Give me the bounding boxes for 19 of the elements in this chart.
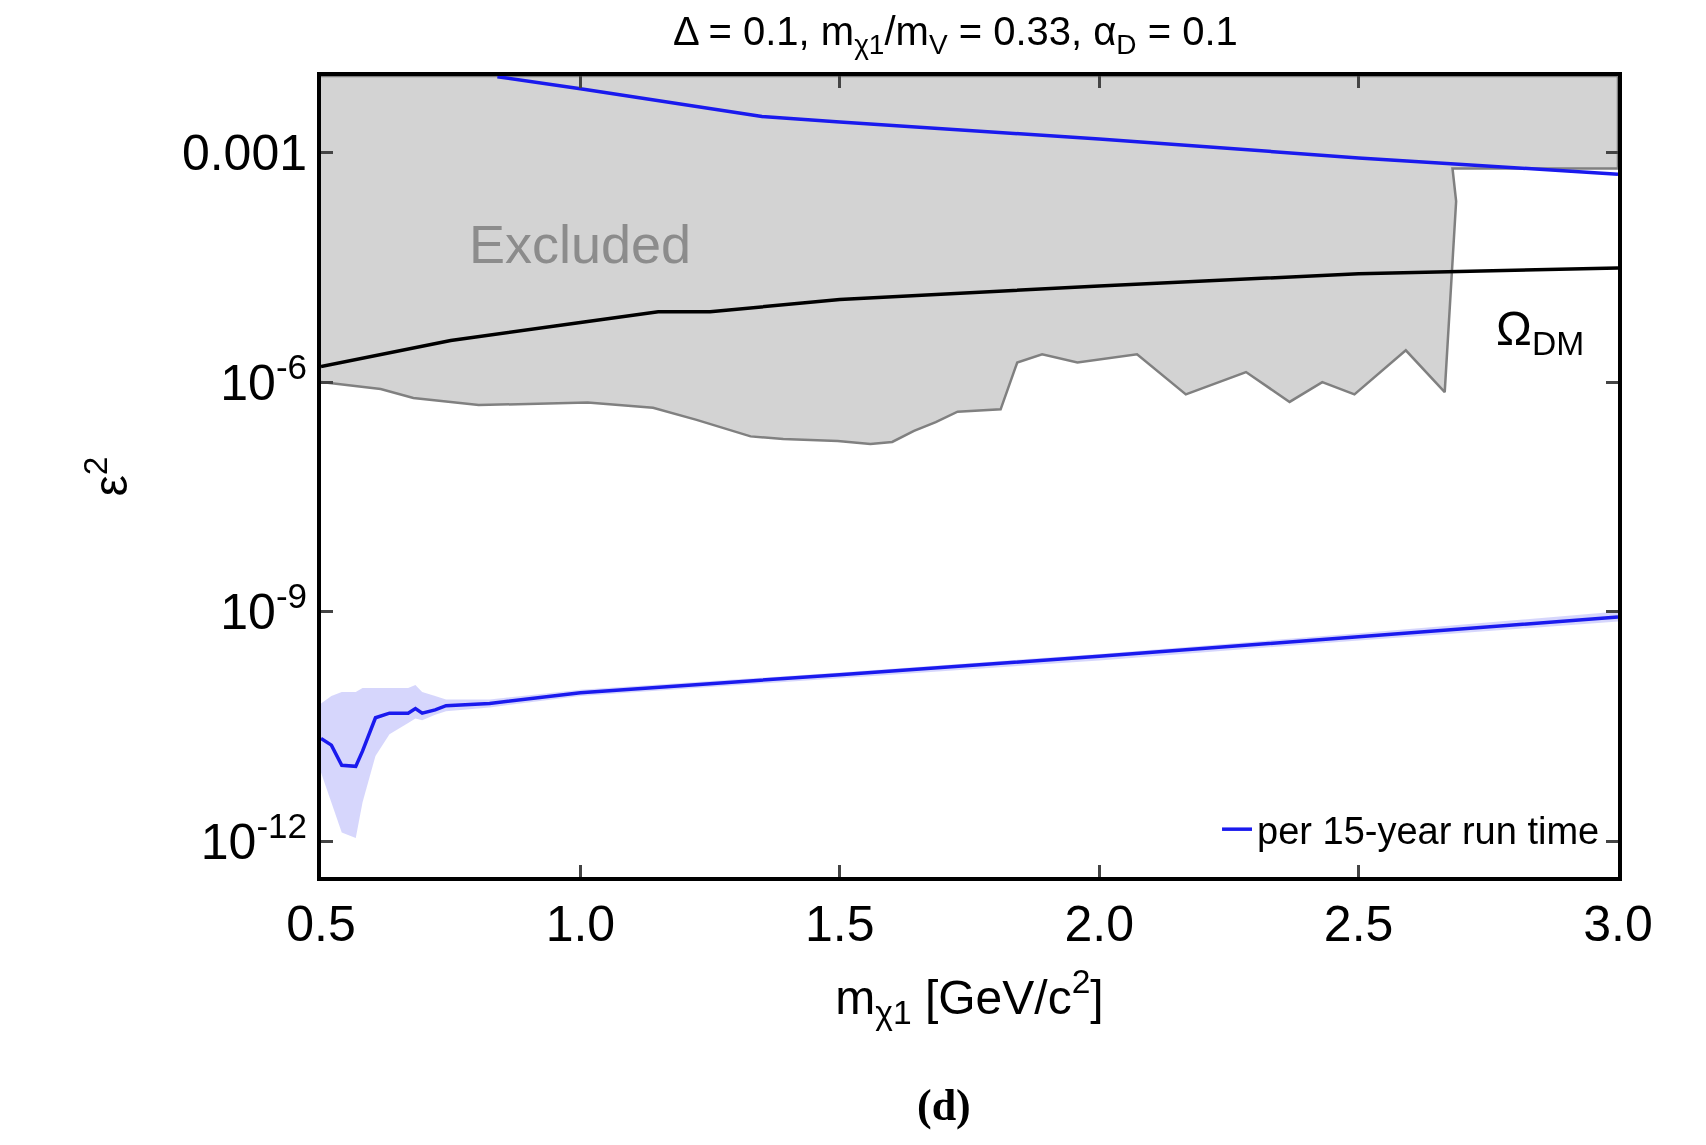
x-tick-label: 2.5 [1323, 896, 1394, 952]
x-tick-label: 0.5 [286, 896, 356, 952]
x-tick-label: 1.0 [545, 896, 616, 952]
line-series [321, 266, 1618, 369]
y-tick-label: 0.001 [181, 125, 307, 182]
x-tick-label: 3.0 [1583, 896, 1653, 952]
y-tick-label: 10$^{-6}$ [220, 346, 307, 411]
x-tick-label: 2.0 [1064, 896, 1134, 952]
line-series [321, 615, 1618, 769]
annotation: Ω$_{DM}$ [1496, 302, 1585, 363]
legend-label: per 15-year run time [1257, 810, 1600, 852]
x-axis-title: m$_{χ1}$ [GeV/c$^{2}$] [835, 963, 1104, 1031]
y-tick-label: 10$^{-12}$ [200, 805, 307, 870]
x-tick-label: 1.5 [805, 896, 875, 952]
text: (d) [917, 1081, 971, 1130]
chart-title: Δ = 0.1, m$_{χ1}$/m$_{V}$ = 0.33, α$_{D}$ = 0.1 [672, 9, 1238, 60]
line-series [495, 76, 1618, 176]
y-tick-label: 10$^{-9}$ [220, 576, 307, 641]
annotation: Excluded [469, 214, 692, 274]
